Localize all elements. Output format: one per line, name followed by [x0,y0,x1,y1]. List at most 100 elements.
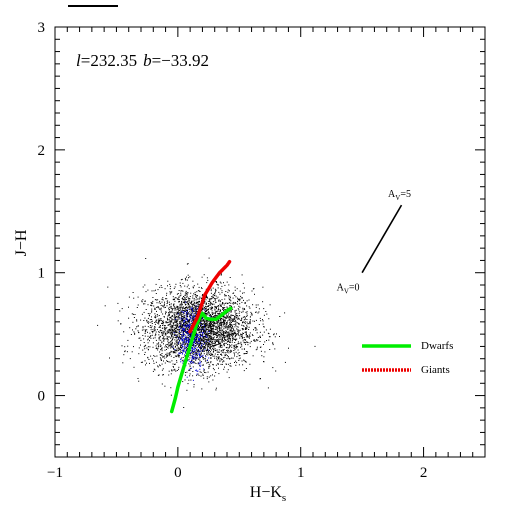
star-point [197,337,199,339]
star-point [222,307,224,308]
star-point [166,360,168,362]
star-point [186,341,188,343]
star-point [241,311,243,313]
star-point [154,313,156,315]
star-point [213,315,215,317]
star-point [192,305,193,307]
star-point [214,375,216,377]
star-point [222,361,224,363]
star-point [176,361,178,363]
star-point [211,324,213,326]
star-point [176,370,178,371]
star-point [199,354,201,356]
star-point [177,311,179,313]
star-point [244,331,246,333]
star-point [184,321,186,323]
star-point [186,310,188,312]
star-point [228,344,230,345]
star-point [207,312,209,314]
star-point [144,325,146,327]
star-point [200,328,202,330]
star-point [233,306,235,308]
star-point [207,309,209,311]
star-point [210,302,212,304]
star-point [208,381,210,383]
star-point [235,351,237,353]
star-point [179,311,181,313]
star-point [267,387,269,389]
star-point [149,313,151,315]
star-point [174,349,176,351]
star-point [187,343,189,344]
star-point [239,306,241,308]
star-point [188,313,190,315]
star-point [232,308,234,310]
star-point [161,327,163,329]
star-point [223,343,224,345]
star-point [214,292,216,294]
star-point [181,336,183,338]
star-point [217,356,219,358]
star-point [187,337,189,339]
star-point [222,337,224,339]
star-point [212,364,214,366]
star-point [191,355,193,357]
star-point [180,349,182,351]
star-point [226,358,228,360]
star-point [181,340,183,342]
star-point [204,330,205,332]
star-point [171,343,173,345]
star-point [186,310,188,311]
star-point [225,332,227,334]
star-point [158,323,160,325]
star-point [219,361,221,363]
star-point [154,307,156,309]
star-point [229,310,231,312]
star-point [214,308,216,310]
star-point [254,339,256,341]
star-point [214,294,216,296]
star-point [202,294,203,296]
star-point [240,319,242,321]
star-point [190,322,192,324]
star-point [129,327,131,329]
star-point [127,345,129,347]
star-point [230,330,232,331]
star-point [230,365,232,367]
star-point [232,333,234,334]
star-point [161,341,163,343]
star-point [178,342,179,344]
star-point [166,349,167,350]
star-point [168,307,170,309]
star-point [216,282,218,283]
star-point [228,325,230,327]
star-point [217,284,219,286]
star-point [193,349,195,351]
star-point [197,342,199,344]
star-point [200,320,202,322]
star-point [230,315,232,317]
star-point [205,311,207,313]
star-point [223,368,225,370]
star-point [234,310,236,312]
star-point [158,342,160,344]
star-point [240,334,242,336]
star-point [206,376,208,378]
star-point [253,340,255,342]
star-point [214,328,216,330]
star-point [231,331,233,333]
star-point [233,332,235,334]
star-point [152,329,154,331]
star-point [173,313,175,315]
star-point [171,308,173,310]
star-point [169,293,171,295]
star-point [177,348,179,350]
star-point [230,349,232,351]
star-point [314,345,316,347]
star-point [206,341,208,343]
star-point [233,333,235,335]
star-point [157,322,159,324]
star-point [185,299,187,300]
star-point [210,330,212,332]
star-point [190,367,192,369]
